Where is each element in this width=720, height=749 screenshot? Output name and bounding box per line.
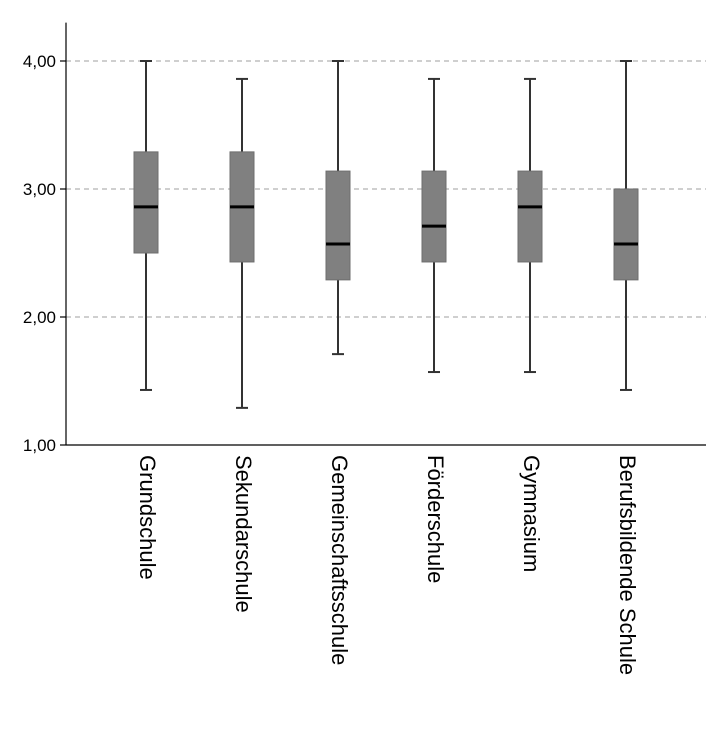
category-label: Grundschule — [135, 455, 160, 580]
category-label: Berufsbildende Schule — [615, 455, 640, 675]
y-tick-label: 3,00 — [23, 180, 56, 199]
box-iqr — [613, 188, 639, 281]
whiskers — [140, 60, 632, 409]
y-tick-label: 4,00 — [23, 52, 56, 71]
category-label: Gemeinschaftsschule — [327, 455, 352, 665]
box-iqr — [421, 170, 447, 263]
box-iqr — [133, 151, 159, 254]
y-tick-label: 2,00 — [23, 308, 56, 327]
category-label: Sekundarschule — [231, 455, 256, 613]
category-label: Gymnasium — [519, 455, 544, 572]
x-axis-category-labels: Grundschule Sekundarschule Gemeinschaftssc… — [135, 455, 640, 675]
box-iqr — [325, 170, 351, 281]
boxes — [133, 151, 639, 281]
gridlines — [66, 60, 706, 318]
medians — [134, 205, 638, 246]
box-iqr — [517, 170, 543, 263]
y-tick-label: 1,00 — [23, 436, 56, 455]
y-axis-ticks: 1,00 2,00 3,00 4,00 — [23, 52, 66, 455]
category-label: Förderschule — [423, 455, 448, 583]
